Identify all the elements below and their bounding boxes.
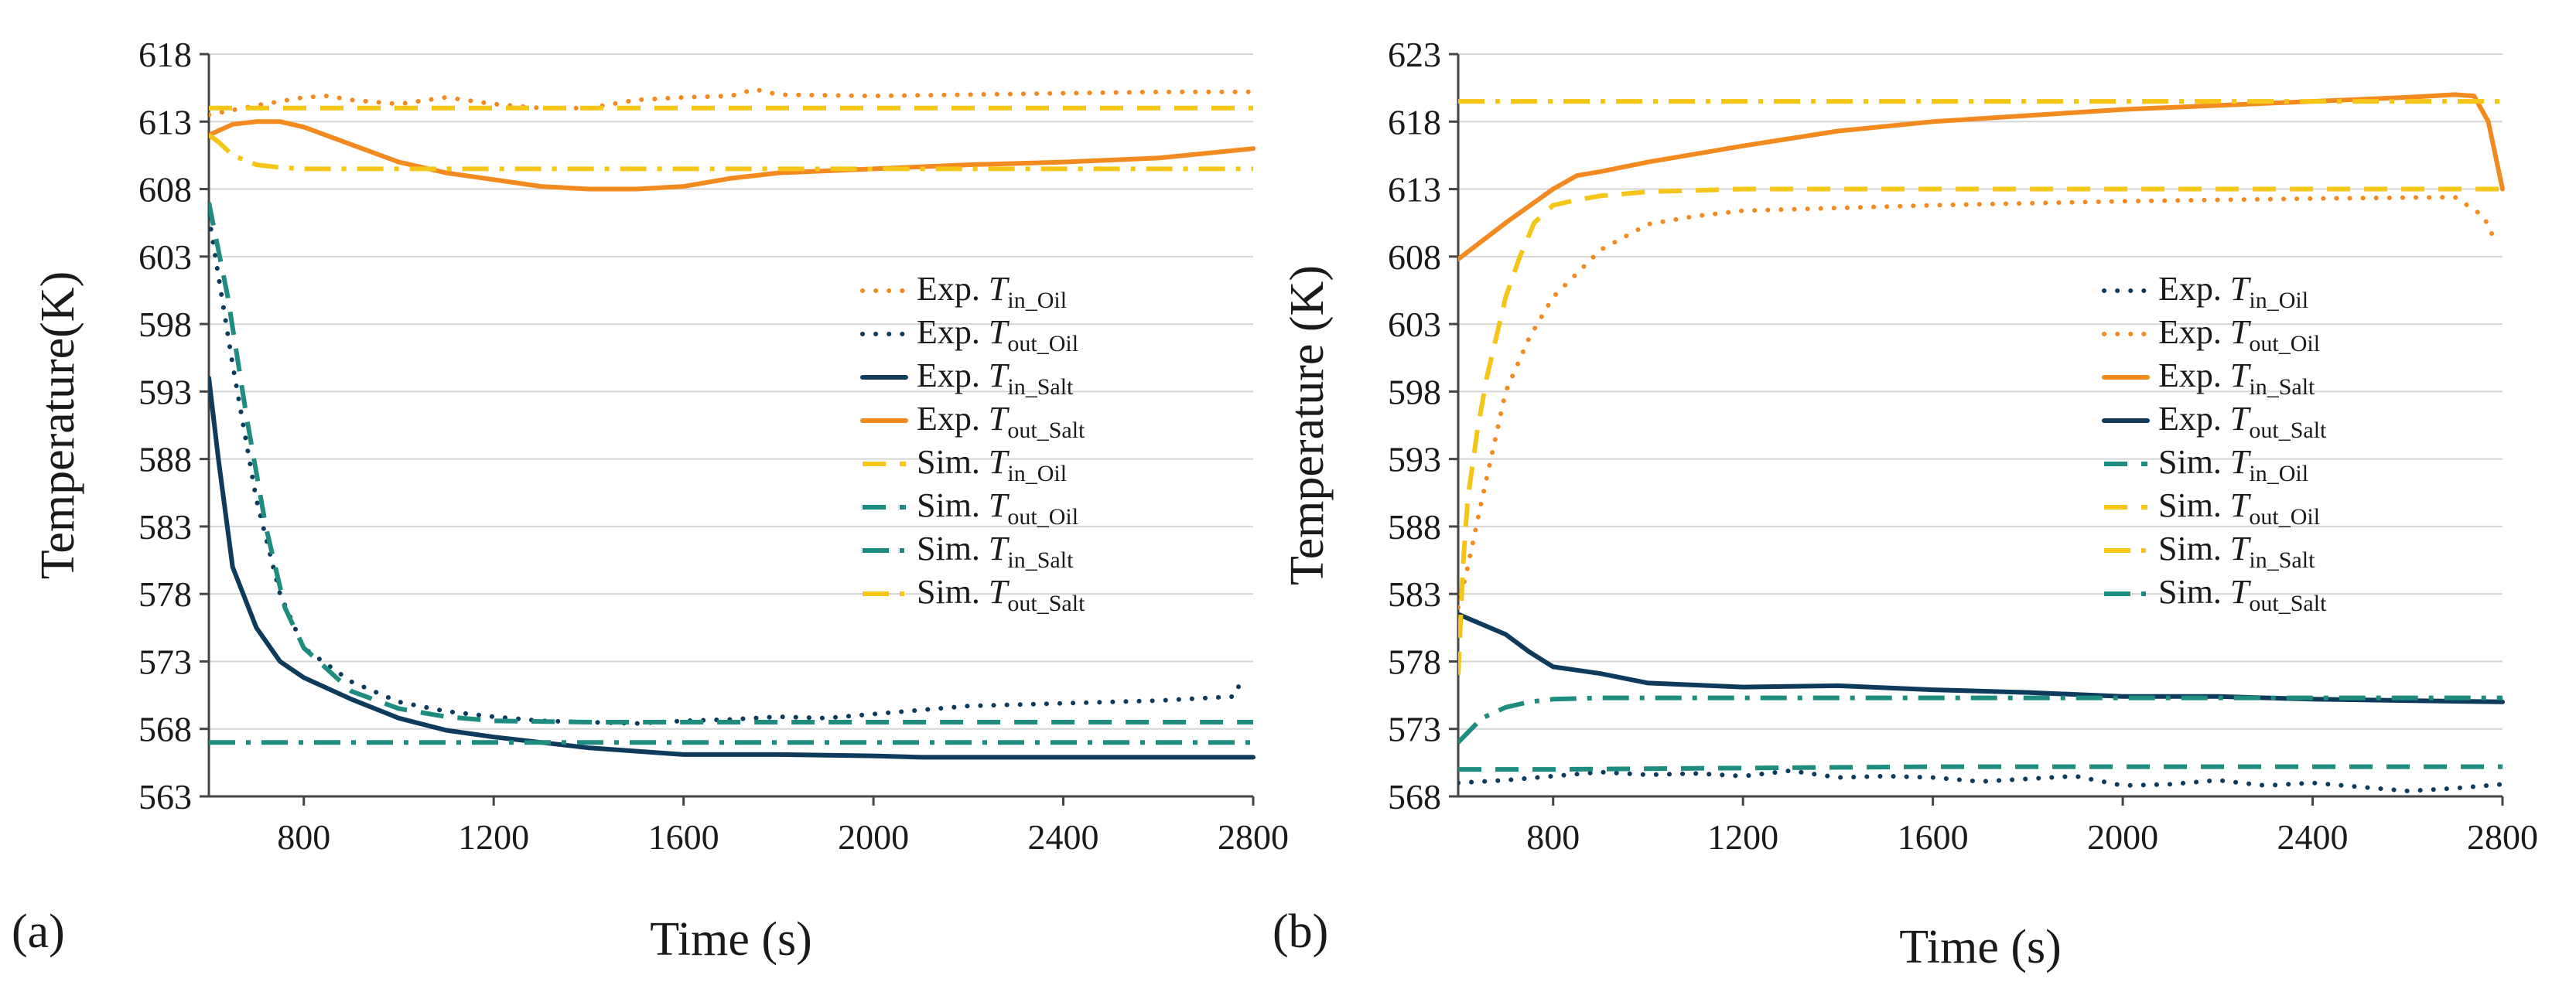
x-tick-label: 2000 — [838, 817, 909, 857]
y-axis-label: Temperature(K) — [32, 271, 84, 579]
series-line-exp-in-salt — [209, 375, 1256, 760]
series-line-exp-in-oil — [1458, 768, 2505, 793]
y-tick-label: 613 — [1388, 170, 1441, 210]
x-tick-label: 1200 — [458, 817, 529, 857]
x-tick-label: 800 — [277, 817, 330, 857]
series-line-sim-out-oil — [1458, 186, 2503, 676]
x-tick-label: 2000 — [2087, 817, 2158, 857]
y-tick-label: 588 — [1388, 507, 1441, 547]
y-tick-label: 588 — [138, 440, 192, 479]
legend-entry: Sim. Tout_Salt — [2158, 573, 2327, 616]
legend-entry: Sim. Tin_Oil — [917, 443, 1067, 486]
legend-entry: Exp. Tout_Salt — [917, 400, 1085, 443]
y-tick-label: 623 — [1388, 35, 1441, 74]
series-line-exp-out-salt — [1458, 612, 2505, 704]
y-tick-label: 608 — [138, 170, 192, 210]
y-tick-label: 583 — [138, 507, 192, 547]
y-tick-label: 578 — [138, 574, 192, 614]
y-tick-label: 573 — [138, 642, 192, 681]
legend-entry: Exp. Tin_Oil — [917, 270, 1067, 313]
legend-entry: Sim. Tout_Salt — [917, 573, 1085, 616]
panel-label-a: (a) — [12, 905, 65, 958]
chart-panel-b: 568 573 578 583 588 593 598 603 608 613 618 623 800 1… — [1273, 35, 2538, 973]
y-tick-label: 598 — [1388, 372, 1441, 411]
y-tick-label: 608 — [1388, 237, 1441, 277]
x-tick-label: 800 — [1526, 817, 1580, 857]
series-line-sim-out-salt — [1458, 695, 2503, 745]
legend-entry: Exp. Tin_Salt — [917, 356, 1074, 400]
y-tick-label: 593 — [138, 372, 192, 411]
y-tick-label: 618 — [138, 35, 192, 74]
x-axis-label: Time (s) — [1899, 921, 2062, 973]
legend-entry: Sim. Tin_Salt — [2158, 530, 2315, 573]
x-tick-label: 2800 — [1218, 817, 1289, 857]
x-tick-label: 1600 — [1898, 817, 1969, 857]
y-tick-label: 568 — [138, 710, 192, 749]
y-tick-label: 618 — [1388, 102, 1441, 141]
legend-entry: Sim. Tin_Oil — [2158, 443, 2308, 486]
y-tick-label: 583 — [1388, 574, 1441, 614]
y-tick-label: 593 — [1388, 440, 1441, 479]
series-line-sim-out-oil — [209, 202, 1253, 724]
legend-entry: Exp. Tout_Oil — [917, 313, 1078, 356]
series-line-exp-in-salt — [1458, 92, 2505, 262]
y-tick-label: 598 — [138, 305, 192, 344]
series-line-exp-out-salt — [209, 119, 1256, 192]
x-tick-label: 2400 — [1028, 817, 1099, 857]
x-tick-label: 2400 — [2277, 817, 2349, 857]
series-line-exp-out-oil — [209, 213, 1246, 726]
series-group — [209, 87, 1256, 760]
series-line-exp-in-oil — [209, 87, 1256, 118]
x-tick-label: 1600 — [648, 817, 719, 857]
y-tick-label: 578 — [1388, 642, 1441, 681]
y-tick-label: 603 — [1388, 305, 1441, 344]
y-tick-label: 613 — [138, 102, 192, 141]
y-tick-label: 603 — [138, 237, 192, 277]
legend-entry: Exp. Tin_Salt — [2158, 356, 2315, 400]
y-axis-label: Temperature (K) — [1281, 265, 1334, 585]
y-tick-label: 563 — [138, 777, 192, 816]
series-line-sim-in-oil — [1458, 764, 2503, 772]
series-line-sim-out-salt — [209, 133, 1253, 172]
legend-entry: Exp. Tout_Salt — [2158, 400, 2327, 443]
panel-label-b: (b) — [1273, 905, 1328, 958]
y-tick-label: 573 — [1388, 710, 1441, 749]
x-tick-label: 1200 — [1707, 817, 1778, 857]
legend-entry: Sim. Tout_Oil — [2158, 486, 2320, 530]
series-line-exp-out-oil — [1458, 195, 2496, 610]
series-group — [1458, 92, 2505, 793]
legend-entry: Sim. Tin_Salt — [917, 530, 1074, 573]
x-axis-label: Time (s) — [650, 913, 812, 966]
legend-entry: Sim. Tout_Oil — [917, 486, 1078, 530]
legend-entry: Exp. Tout_Oil — [2158, 313, 2320, 356]
legend-entry: Exp. Tin_Oil — [2158, 270, 2308, 313]
chart-panel-a: 563 568 573 578 583 588 593 598 603 608 613 618 800 1… — [12, 35, 1289, 966]
x-tick-label: 2800 — [2467, 817, 2538, 857]
y-tick-label: 568 — [1388, 777, 1441, 816]
